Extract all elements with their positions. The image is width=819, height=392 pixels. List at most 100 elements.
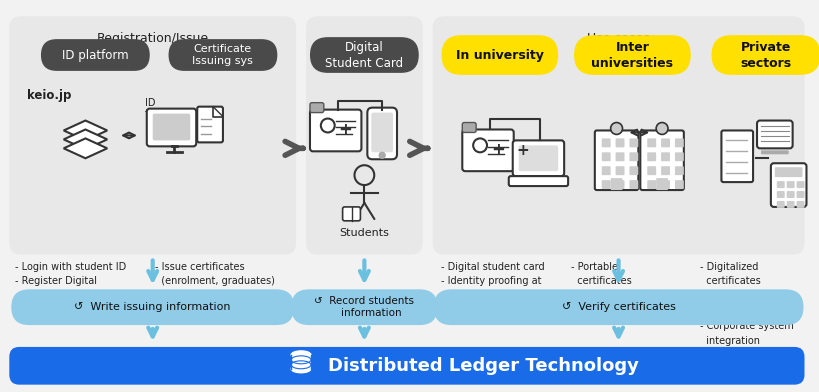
FancyBboxPatch shape: [640, 131, 683, 190]
FancyBboxPatch shape: [441, 35, 558, 75]
FancyBboxPatch shape: [291, 289, 437, 325]
FancyBboxPatch shape: [291, 355, 310, 369]
FancyBboxPatch shape: [785, 181, 794, 188]
Polygon shape: [64, 120, 107, 140]
Text: Use cases: Use cases: [586, 32, 649, 45]
FancyBboxPatch shape: [342, 207, 360, 221]
Polygon shape: [64, 129, 107, 149]
Ellipse shape: [291, 365, 310, 373]
FancyBboxPatch shape: [785, 201, 794, 208]
FancyBboxPatch shape: [711, 35, 819, 75]
FancyBboxPatch shape: [615, 152, 624, 161]
FancyBboxPatch shape: [760, 150, 788, 154]
Text: - Login with student ID
- Register Digital
  Student Card: - Login with student ID - Register Digit…: [16, 261, 126, 301]
Text: ↺  Verify certificates: ↺ Verify certificates: [561, 302, 675, 312]
Text: Registration/Issue: Registration/Issue: [97, 32, 209, 45]
FancyBboxPatch shape: [660, 166, 669, 175]
Text: ID
federation: ID federation: [145, 98, 195, 119]
FancyBboxPatch shape: [646, 152, 655, 161]
FancyBboxPatch shape: [601, 152, 610, 161]
FancyBboxPatch shape: [610, 178, 622, 190]
Text: +: +: [491, 142, 505, 159]
FancyBboxPatch shape: [601, 138, 610, 147]
FancyBboxPatch shape: [573, 35, 690, 75]
FancyBboxPatch shape: [721, 131, 752, 182]
FancyBboxPatch shape: [615, 180, 624, 189]
FancyBboxPatch shape: [615, 166, 624, 175]
FancyBboxPatch shape: [169, 39, 277, 71]
FancyBboxPatch shape: [11, 289, 294, 325]
FancyBboxPatch shape: [646, 138, 655, 147]
FancyBboxPatch shape: [9, 16, 296, 254]
FancyBboxPatch shape: [518, 145, 558, 171]
Text: Inter
universities: Inter universities: [590, 40, 672, 69]
FancyBboxPatch shape: [660, 138, 669, 147]
FancyBboxPatch shape: [646, 166, 655, 175]
FancyBboxPatch shape: [660, 152, 669, 161]
Polygon shape: [64, 138, 107, 158]
Text: Distributed Ledger Technology: Distributed Ledger Technology: [328, 357, 638, 375]
FancyBboxPatch shape: [770, 163, 806, 207]
FancyBboxPatch shape: [655, 178, 667, 190]
Text: - Issue certificates
  (enrolment, graduates)
- Publish certificate: - Issue certificates (enrolment, graduat…: [155, 261, 274, 301]
FancyBboxPatch shape: [432, 16, 803, 254]
Text: - Portable
  certificates
- Inter universities
  ID federation: - Portable certificates - Inter universi…: [570, 261, 659, 316]
Text: ↺  Record students
    information: ↺ Record students information: [314, 296, 414, 318]
FancyBboxPatch shape: [629, 166, 637, 175]
FancyBboxPatch shape: [774, 167, 802, 177]
FancyBboxPatch shape: [776, 181, 784, 188]
FancyBboxPatch shape: [462, 123, 476, 132]
FancyBboxPatch shape: [197, 107, 223, 142]
FancyBboxPatch shape: [629, 152, 637, 161]
Circle shape: [378, 152, 385, 158]
FancyBboxPatch shape: [433, 289, 803, 325]
Text: +: +: [516, 143, 528, 158]
FancyBboxPatch shape: [776, 201, 784, 208]
FancyBboxPatch shape: [601, 166, 610, 175]
FancyBboxPatch shape: [776, 191, 784, 198]
FancyBboxPatch shape: [152, 114, 190, 140]
FancyBboxPatch shape: [674, 152, 683, 161]
FancyBboxPatch shape: [646, 180, 655, 189]
FancyBboxPatch shape: [305, 16, 423, 254]
FancyBboxPatch shape: [785, 191, 794, 198]
FancyBboxPatch shape: [629, 138, 637, 147]
Text: +: +: [338, 122, 352, 140]
FancyBboxPatch shape: [594, 131, 637, 190]
FancyBboxPatch shape: [756, 120, 792, 148]
FancyBboxPatch shape: [9, 347, 803, 385]
FancyBboxPatch shape: [795, 191, 803, 198]
Text: Certificate
Issuing sys: Certificate Issuing sys: [192, 44, 253, 66]
FancyBboxPatch shape: [795, 201, 803, 208]
FancyBboxPatch shape: [795, 181, 803, 188]
FancyBboxPatch shape: [41, 39, 150, 71]
Text: ↺  Write issuing information: ↺ Write issuing information: [75, 302, 231, 312]
FancyBboxPatch shape: [310, 37, 419, 73]
FancyBboxPatch shape: [629, 180, 637, 189]
FancyBboxPatch shape: [601, 180, 610, 189]
Ellipse shape: [291, 351, 310, 359]
FancyBboxPatch shape: [660, 180, 669, 189]
FancyBboxPatch shape: [310, 110, 361, 151]
Text: - Digital student card
- Identity proofing at
  online classes: - Digital student card - Identity proofi…: [440, 261, 544, 301]
FancyBboxPatch shape: [674, 180, 683, 189]
FancyBboxPatch shape: [462, 129, 513, 171]
FancyBboxPatch shape: [147, 109, 196, 146]
Text: ID platform: ID platform: [62, 49, 129, 62]
Text: keio.jp: keio.jp: [27, 89, 71, 102]
FancyBboxPatch shape: [371, 113, 392, 152]
Circle shape: [610, 123, 622, 134]
Text: - Digitalized
  certificates
- Payment system
  integration
- Corporate system
 : - Digitalized certificates - Payment sys…: [699, 261, 793, 345]
Text: Digital
Student Card: Digital Student Card: [325, 40, 403, 69]
FancyBboxPatch shape: [508, 176, 568, 186]
FancyBboxPatch shape: [674, 166, 683, 175]
Text: Private
sectors: Private sectors: [740, 40, 790, 69]
FancyBboxPatch shape: [674, 138, 683, 147]
FancyBboxPatch shape: [615, 138, 624, 147]
FancyBboxPatch shape: [367, 108, 396, 159]
Text: Students: Students: [339, 228, 389, 238]
Text: In university: In university: [455, 49, 543, 62]
Circle shape: [655, 123, 667, 134]
FancyBboxPatch shape: [310, 103, 324, 113]
FancyBboxPatch shape: [512, 140, 563, 176]
